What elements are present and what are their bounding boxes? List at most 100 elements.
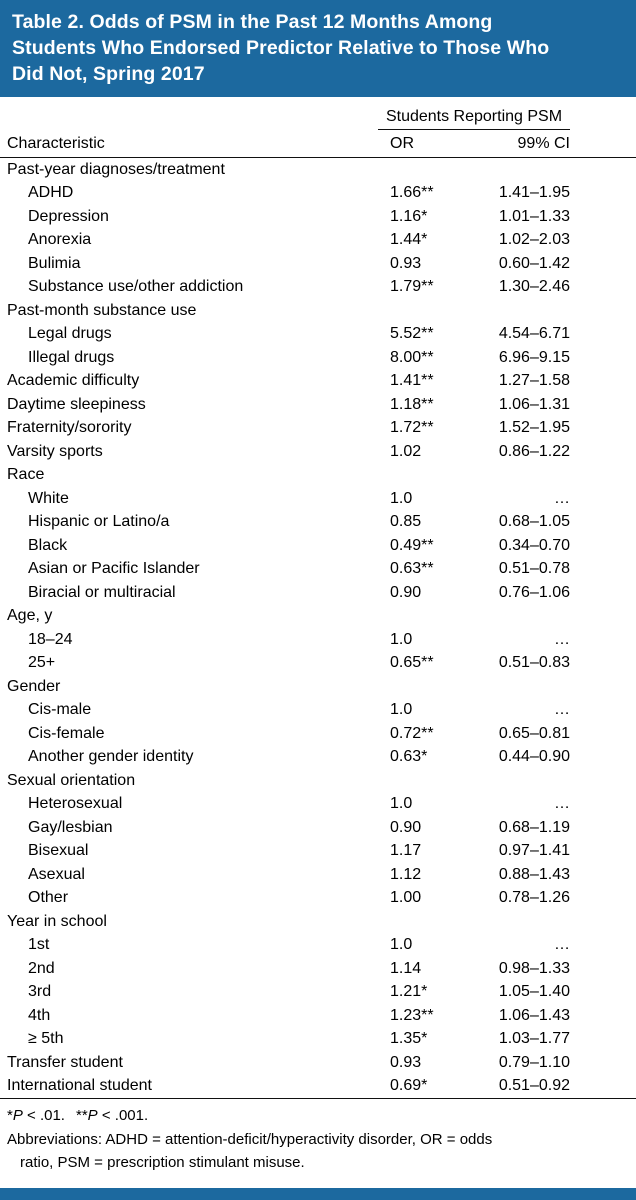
table-row: 4th 1.23** 1.06–1.43 xyxy=(0,1004,636,1028)
table-body: Past-year diagnoses/treatment ADHD 1.66*… xyxy=(0,158,636,1098)
table-row: Cis-male 1.0 … xyxy=(0,699,636,723)
col-header-characteristic: Characteristic xyxy=(7,134,105,152)
table-row: Sexual orientation xyxy=(0,769,636,793)
row-label: Black xyxy=(28,536,68,554)
row-label: Hispanic or Latino/a xyxy=(28,513,170,531)
table-row: Gender xyxy=(0,675,636,699)
row-ci-value: 6.96–9.15 xyxy=(498,348,570,366)
table-row: Fraternity/sorority 1.72** 1.52–1.95 xyxy=(0,417,636,441)
table-row: Bisexual 1.17 0.97–1.41 xyxy=(0,840,636,864)
row-or-value: 0.49** xyxy=(390,536,434,554)
row-ci-value: 1.41–1.95 xyxy=(498,184,570,202)
row-label: Illegal drugs xyxy=(28,348,115,366)
row-ci-value: 0.76–1.06 xyxy=(498,583,570,601)
table-title-band: Table 2. Odds of PSM in the Past 12 Mont… xyxy=(0,0,636,97)
row-label: Sexual orientation xyxy=(7,771,136,789)
row-label: ≥ 5th xyxy=(28,1030,64,1048)
table-row: Gay/lesbian 0.90 0.68–1.19 xyxy=(0,816,636,840)
row-label: White xyxy=(28,489,69,507)
row-or-value: 0.69* xyxy=(390,1077,428,1095)
table-row: Black 0.49** 0.34–0.70 xyxy=(0,534,636,558)
row-ci-value: 0.98–1.33 xyxy=(498,959,570,977)
sig-value-1: < .01. xyxy=(22,1107,65,1124)
row-label: Past-month substance use xyxy=(7,301,197,319)
sig-value-2: < .001. xyxy=(97,1107,149,1124)
row-label: 4th xyxy=(28,1006,51,1024)
table-row: International student 0.69* 0.51–0.92 xyxy=(0,1075,636,1099)
row-or-value: 1.18** xyxy=(390,395,434,413)
row-ci-value: 0.68–1.19 xyxy=(498,818,570,836)
row-label: 2nd xyxy=(28,959,55,977)
row-ci-value: … xyxy=(554,701,570,719)
row-label: Other xyxy=(28,889,69,907)
sig-star-2: ** xyxy=(75,1107,88,1124)
row-label: Bisexual xyxy=(28,842,89,860)
row-ci-value: 1.01–1.33 xyxy=(498,207,570,225)
row-label: Asexual xyxy=(28,865,85,883)
table-row: ≥ 5th 1.35* 1.03–1.77 xyxy=(0,1028,636,1052)
table-row: Cis-female 0.72** 0.65–0.81 xyxy=(0,722,636,746)
table-row: Asexual 1.12 0.88–1.43 xyxy=(0,863,636,887)
row-or-value: 1.12 xyxy=(390,865,422,883)
row-label: 18–24 xyxy=(28,630,73,648)
significance-note: *P < .01. **P < .001. xyxy=(7,1104,626,1128)
table-row: 3rd 1.21* 1.05–1.40 xyxy=(0,981,636,1005)
sig-p-1: P xyxy=(12,1107,23,1124)
row-or-value: 1.35* xyxy=(390,1030,428,1048)
row-ci-value: 0.86–1.22 xyxy=(498,442,570,460)
table-row: ADHD 1.66** 1.41–1.95 xyxy=(0,182,636,206)
row-label: Anorexia xyxy=(28,231,92,249)
row-or-value: 1.41** xyxy=(390,372,434,390)
table-row: Legal drugs 5.52** 4.54–6.71 xyxy=(0,323,636,347)
row-or-value: 5.52** xyxy=(390,325,434,343)
row-ci-value: … xyxy=(554,936,570,954)
sig-p-2: P xyxy=(87,1107,98,1124)
table-row: Asian or Pacific Islander 0.63** 0.51–0.… xyxy=(0,558,636,582)
row-label: Transfer student xyxy=(7,1053,123,1071)
row-ci-value: 4.54–6.71 xyxy=(498,325,570,343)
row-label: Varsity sports xyxy=(7,442,103,460)
row-ci-value: 0.60–1.42 xyxy=(498,254,570,272)
row-ci-value: … xyxy=(554,489,570,507)
row-or-value: 0.85 xyxy=(390,513,422,531)
row-label: Biracial or multiracial xyxy=(28,583,176,601)
row-label: Daytime sleepiness xyxy=(7,395,146,413)
table-row: Bulimia 0.93 0.60–1.42 xyxy=(0,252,636,276)
row-ci-value: 0.51–0.78 xyxy=(498,560,570,578)
row-label: Cis-male xyxy=(28,701,92,719)
table-row: Hispanic or Latino/a 0.85 0.68–1.05 xyxy=(0,511,636,535)
table-row: Daytime sleepiness 1.18** 1.06–1.31 xyxy=(0,393,636,417)
table-row: Year in school xyxy=(0,910,636,934)
bottom-accent-bar xyxy=(0,1188,636,1200)
row-label: Bulimia xyxy=(28,254,81,272)
row-or-value: 0.72** xyxy=(390,724,434,742)
row-ci-value: 1.03–1.77 xyxy=(498,1030,570,1048)
row-label: Race xyxy=(7,466,45,484)
row-or-value: 1.0 xyxy=(390,936,413,954)
span-header-label: Students Reporting PSM xyxy=(378,108,570,130)
row-label: Asian or Pacific Islander xyxy=(28,560,200,578)
row-ci-value: 1.06–1.31 xyxy=(498,395,570,413)
footnotes: *P < .01. **P < .001. Abbreviations: ADHD… xyxy=(0,1098,636,1188)
row-or-value: 1.79** xyxy=(390,278,434,296)
column-header-row: Characteristic OR 99% CI xyxy=(0,130,636,158)
row-or-value: 0.93 xyxy=(390,1053,422,1071)
row-label: 3rd xyxy=(28,983,52,1001)
row-label: Another gender identity xyxy=(28,748,194,766)
table-row: Substance use/other addiction 1.79** 1.3… xyxy=(0,276,636,300)
col-header-ci: 99% CI xyxy=(517,134,570,152)
row-ci-value: 0.44–0.90 xyxy=(498,748,570,766)
row-or-value: 1.66** xyxy=(390,184,434,202)
row-label: 1st xyxy=(28,936,50,954)
row-ci-value: 0.65–0.81 xyxy=(498,724,570,742)
row-or-value: 1.21* xyxy=(390,983,428,1001)
span-header-row: Students Reporting PSM xyxy=(0,97,636,130)
table-row: Illegal drugs 8.00** 6.96–9.15 xyxy=(0,346,636,370)
row-or-value: 0.63** xyxy=(390,560,434,578)
row-ci-value: 0.51–0.92 xyxy=(498,1077,570,1095)
table-row: Academic difficulty 1.41** 1.27–1.58 xyxy=(0,370,636,394)
row-ci-value: 1.05–1.40 xyxy=(498,983,570,1001)
table-row: Heterosexual 1.0 … xyxy=(0,793,636,817)
row-or-value: 0.63* xyxy=(390,748,428,766)
table-row: Anorexia 1.44* 1.02–2.03 xyxy=(0,229,636,253)
